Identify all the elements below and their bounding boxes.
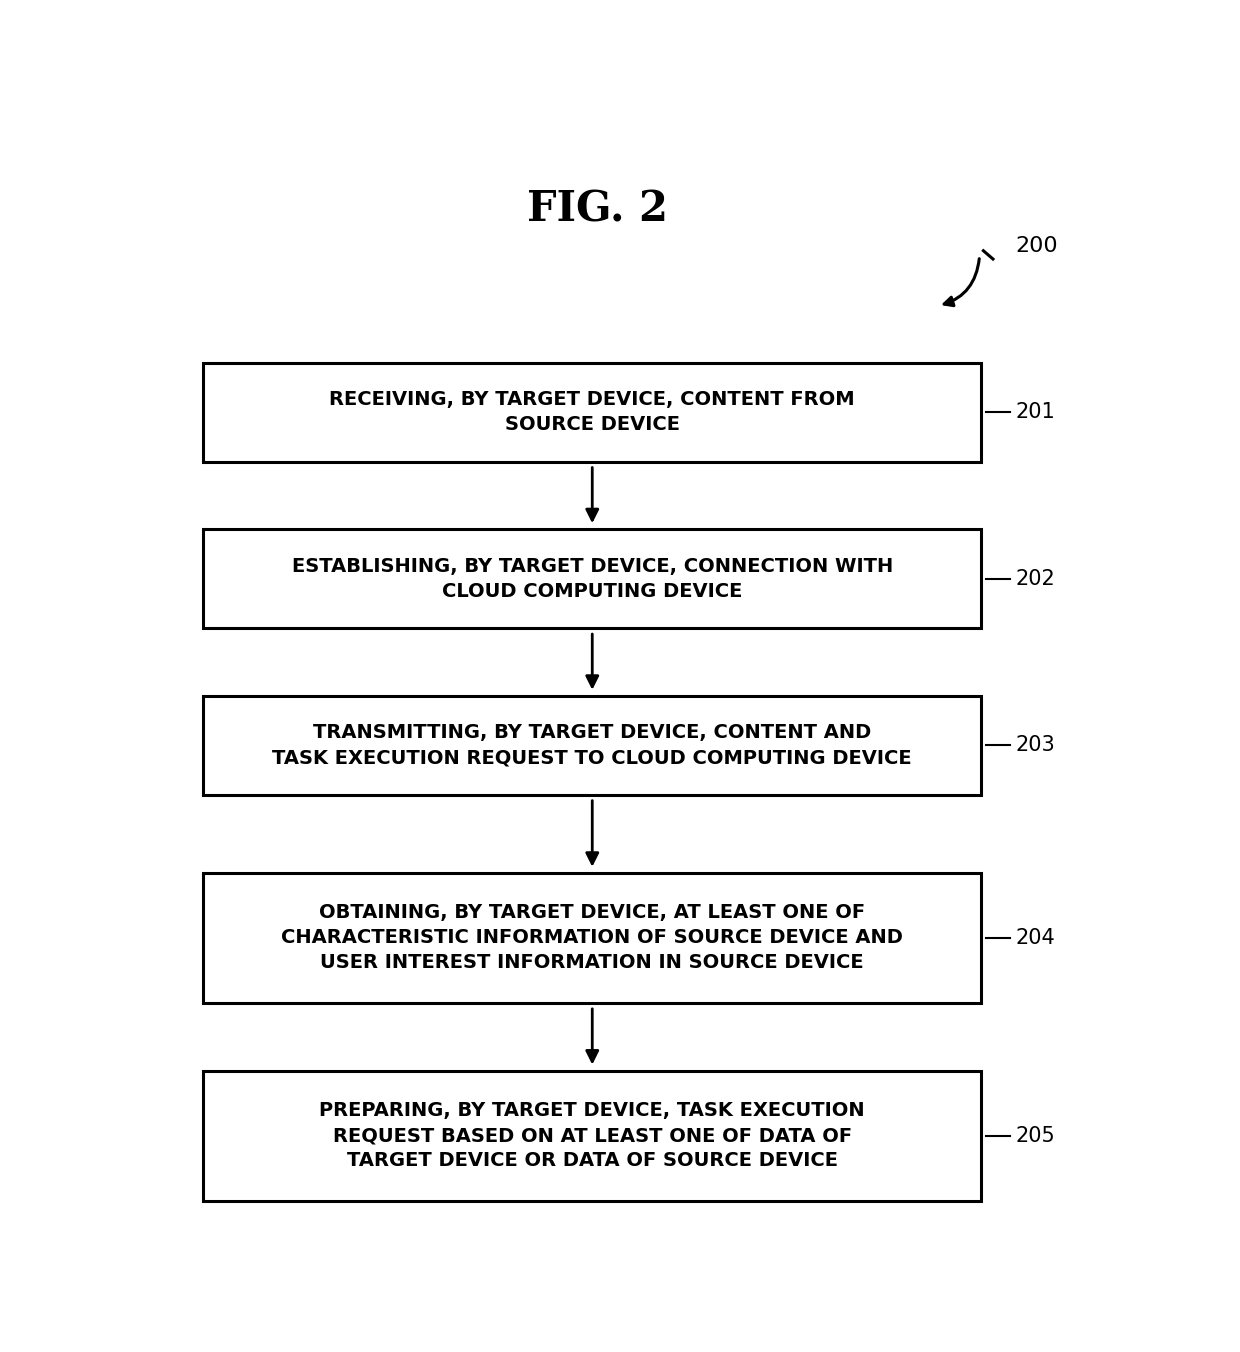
Bar bbox=[203, 873, 982, 1003]
Bar bbox=[203, 529, 982, 629]
Bar bbox=[203, 696, 982, 795]
Bar bbox=[203, 1071, 982, 1201]
Text: OBTAINING, BY TARGET DEVICE, AT LEAST ONE OF
CHARACTERISTIC INFORMATION OF SOURC: OBTAINING, BY TARGET DEVICE, AT LEAST ON… bbox=[281, 903, 903, 972]
Text: 204: 204 bbox=[1016, 927, 1055, 948]
Text: TRANSMITTING, BY TARGET DEVICE, CONTENT AND
TASK EXECUTION REQUEST TO CLOUD COMP: TRANSMITTING, BY TARGET DEVICE, CONTENT … bbox=[273, 723, 913, 767]
Text: 200: 200 bbox=[1016, 237, 1058, 256]
Text: FIG. 2: FIG. 2 bbox=[527, 188, 667, 230]
Text: 205: 205 bbox=[1016, 1126, 1055, 1145]
Bar bbox=[203, 362, 982, 461]
Text: ESTABLISHING, BY TARGET DEVICE, CONNECTION WITH
CLOUD COMPUTING DEVICE: ESTABLISHING, BY TARGET DEVICE, CONNECTI… bbox=[291, 557, 893, 600]
Text: PREPARING, BY TARGET DEVICE, TASK EXECUTION
REQUEST BASED ON AT LEAST ONE OF DAT: PREPARING, BY TARGET DEVICE, TASK EXECUT… bbox=[320, 1101, 866, 1169]
Text: 203: 203 bbox=[1016, 735, 1055, 756]
Text: RECEIVING, BY TARGET DEVICE, CONTENT FROM
SOURCE DEVICE: RECEIVING, BY TARGET DEVICE, CONTENT FRO… bbox=[330, 391, 856, 434]
Text: 201: 201 bbox=[1016, 402, 1055, 422]
Text: 202: 202 bbox=[1016, 569, 1055, 588]
